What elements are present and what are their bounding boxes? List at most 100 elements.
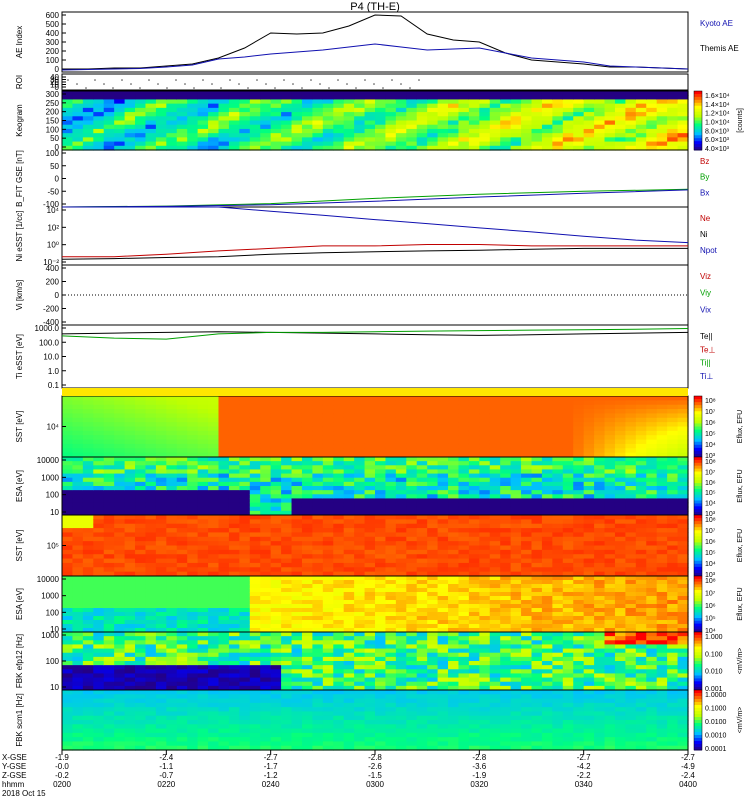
heat-cell bbox=[468, 477, 480, 483]
heat-cell bbox=[416, 141, 428, 147]
heat-cell bbox=[343, 426, 355, 432]
heat-cell bbox=[635, 128, 647, 134]
heat-cell bbox=[395, 413, 407, 419]
heat-cell bbox=[677, 422, 689, 428]
heat-cell bbox=[416, 580, 428, 585]
heat-cell bbox=[385, 461, 397, 466]
heat-cell bbox=[62, 571, 74, 577]
heat-cell bbox=[594, 141, 606, 147]
heat-cell bbox=[541, 128, 553, 134]
heat-cell bbox=[354, 413, 366, 419]
heat-cell bbox=[489, 616, 501, 621]
heat-cell bbox=[176, 473, 188, 479]
y-tick-label: 400 bbox=[46, 264, 60, 273]
heat-cell bbox=[333, 404, 345, 410]
heat-cell bbox=[124, 545, 136, 551]
heat-cell bbox=[322, 443, 334, 449]
heat-cell bbox=[155, 685, 167, 691]
heat-cell bbox=[625, 133, 637, 138]
heat-cell bbox=[155, 616, 167, 621]
heat-cell bbox=[333, 490, 345, 495]
heat-cell bbox=[93, 685, 105, 691]
heat-cell bbox=[552, 541, 564, 547]
heat-cell bbox=[656, 541, 668, 547]
heat-cell bbox=[375, 677, 387, 683]
heat-cell bbox=[281, 612, 293, 617]
heat-cell bbox=[249, 145, 261, 151]
heat-cell bbox=[218, 502, 230, 508]
heat-cell bbox=[489, 510, 501, 516]
heat-cell bbox=[385, 532, 397, 538]
colorbar-tick: 10⁸ bbox=[705, 578, 716, 585]
heat-cell bbox=[218, 677, 230, 683]
heat-cell bbox=[646, 596, 658, 601]
heat-cell bbox=[625, 473, 637, 479]
heat-cell bbox=[594, 588, 606, 593]
heat-cell bbox=[364, 677, 376, 683]
heat-cell bbox=[562, 536, 574, 542]
heat-cell bbox=[93, 486, 105, 491]
heat-cell bbox=[176, 592, 188, 597]
heat-cell bbox=[281, 133, 293, 138]
heat-cell bbox=[510, 515, 522, 520]
heat-cell bbox=[489, 107, 501, 113]
heat-cell bbox=[281, 439, 293, 445]
heat-cell bbox=[124, 541, 136, 547]
heat-cell bbox=[604, 400, 616, 406]
heat-cell bbox=[667, 616, 679, 621]
heat-cell bbox=[500, 494, 512, 500]
heat-cell bbox=[364, 628, 376, 633]
heat-cell bbox=[208, 567, 220, 573]
heat-cell bbox=[646, 404, 658, 410]
heat-cell bbox=[270, 490, 282, 495]
heat-cell bbox=[406, 536, 418, 542]
heat-cell bbox=[562, 584, 574, 589]
heat-cell bbox=[510, 409, 522, 415]
heat-cell bbox=[573, 430, 585, 436]
heat-cell bbox=[479, 608, 491, 613]
heat-cell bbox=[427, 112, 439, 117]
heat-cell bbox=[114, 596, 126, 601]
heat-cell bbox=[281, 596, 293, 601]
heat-cell bbox=[395, 616, 407, 621]
heat-cell bbox=[187, 128, 199, 134]
heat-cell bbox=[333, 413, 345, 419]
heat-cell bbox=[625, 439, 637, 445]
heat-cell bbox=[479, 576, 491, 581]
heat-cell bbox=[448, 541, 460, 547]
heat-cell bbox=[145, 604, 157, 609]
heat-cell bbox=[375, 439, 387, 445]
heat-cell bbox=[489, 426, 501, 432]
heat-cell bbox=[552, 400, 564, 406]
heat-cell bbox=[103, 461, 115, 466]
heat-cell bbox=[573, 600, 585, 605]
heat-cell bbox=[594, 95, 606, 101]
heat-cell bbox=[510, 413, 522, 419]
heat-cell bbox=[573, 409, 585, 415]
heat-cell bbox=[375, 510, 387, 516]
heat-cell bbox=[249, 580, 261, 585]
heat-cell bbox=[343, 396, 355, 401]
heat-cell bbox=[249, 592, 261, 597]
heat-cell bbox=[322, 536, 334, 542]
heat-cell bbox=[312, 469, 324, 475]
heat-cell bbox=[667, 612, 679, 617]
heat-cell bbox=[124, 400, 136, 406]
heat-cell bbox=[260, 137, 272, 143]
heat-cell bbox=[677, 128, 689, 134]
heat-cell bbox=[635, 600, 647, 605]
heat-cell bbox=[270, 400, 282, 406]
heat-cell bbox=[510, 620, 522, 625]
heat-cell bbox=[594, 107, 606, 113]
heat-cell bbox=[218, 473, 230, 479]
heat-cell bbox=[124, 628, 136, 633]
heat-cell bbox=[583, 600, 595, 605]
heat-cell bbox=[103, 473, 115, 479]
heat-cell bbox=[583, 443, 595, 449]
heat-cell bbox=[604, 469, 616, 475]
heat-cell bbox=[614, 502, 626, 508]
heat-cell bbox=[667, 133, 679, 138]
heat-cell bbox=[500, 112, 512, 117]
heat-cell bbox=[416, 620, 428, 625]
heat-cell bbox=[270, 510, 282, 516]
